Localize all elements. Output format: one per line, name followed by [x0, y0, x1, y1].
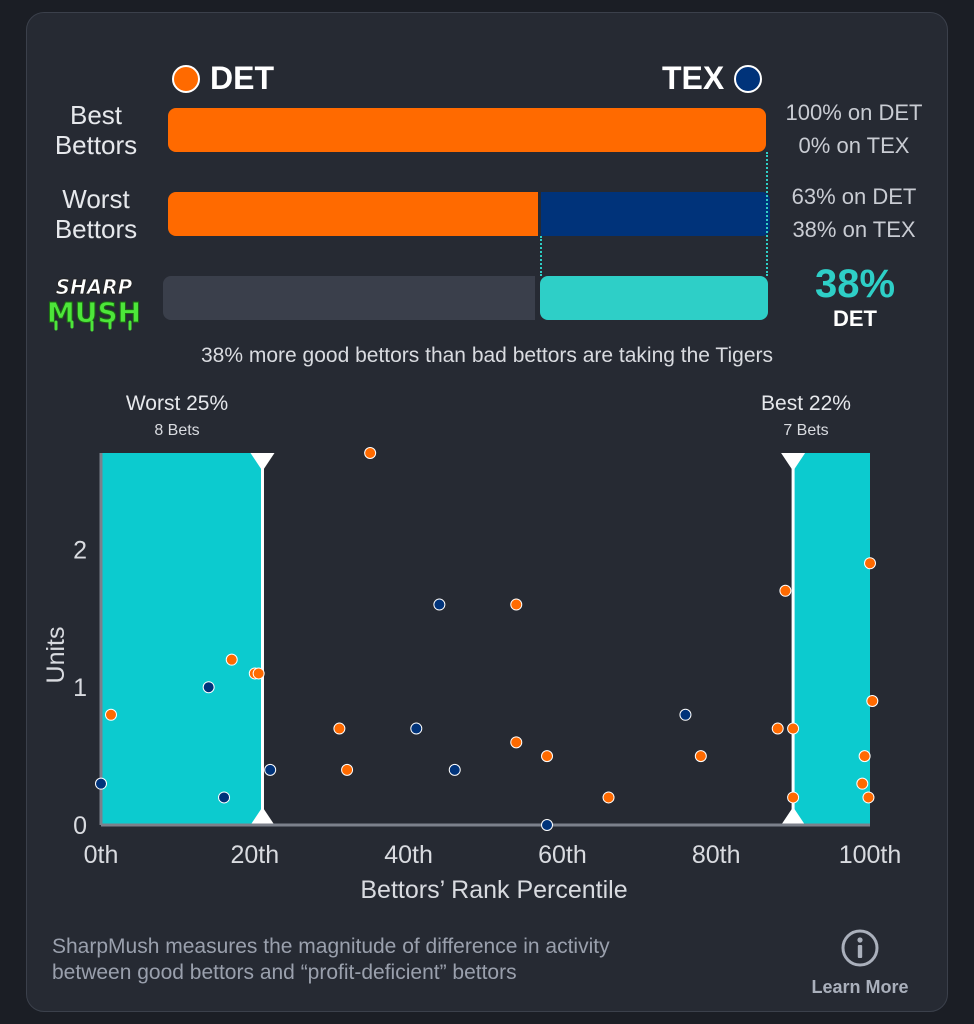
worst-group-title: Worst 25% — [125, 392, 229, 415]
best-split-text: 100% on DET 0% on TEX — [770, 96, 938, 162]
x-axis-label: Bettors’ Rank Percentile — [360, 876, 627, 904]
worst-label-line1: Worst — [62, 184, 130, 214]
tex-dot-icon — [734, 64, 763, 93]
point-det — [866, 695, 879, 707]
point-tex — [448, 763, 461, 776]
best-boundary-bottom-marker — [781, 807, 806, 825]
point-det — [858, 750, 871, 763]
point-tex — [679, 708, 692, 721]
point-det — [694, 750, 707, 763]
best-bettors-label: Best Bettors — [40, 100, 152, 160]
x-tick-label: 80th — [692, 841, 741, 869]
point-det — [510, 598, 523, 611]
team-det-header: DET — [172, 60, 274, 97]
worst-label-line2: Bettors — [54, 214, 138, 244]
learn-more-button[interactable]: Learn More — [800, 928, 920, 998]
x-tick-label: 0th — [84, 841, 119, 869]
y-tick-label: 2 — [73, 536, 87, 564]
x-tick-label: 100th — [839, 841, 902, 869]
point-det — [225, 653, 238, 666]
det-dot-icon — [172, 64, 200, 93]
x-tick-label: 40th — [384, 841, 433, 869]
sharpmush-bar — [540, 276, 768, 320]
point-det — [602, 791, 615, 804]
y-tick-label: 1 — [73, 674, 87, 702]
point-tex — [202, 681, 215, 694]
point-det — [787, 791, 800, 804]
worst-group-bets: 8 Bets — [154, 422, 200, 439]
team-tex-header: TEX — [662, 60, 763, 97]
point-tex — [95, 777, 107, 790]
point-tex — [218, 791, 231, 804]
point-det — [864, 557, 876, 570]
point-det — [252, 667, 265, 680]
best-boundary-top-marker — [781, 453, 806, 471]
info-icon[interactable] — [840, 928, 880, 968]
point-tex — [433, 598, 446, 611]
best-label-line2: Bettors — [54, 130, 138, 160]
point-det — [771, 722, 784, 735]
team-det-label: DET — [210, 60, 274, 96]
point-tex — [410, 722, 423, 735]
best-group-bets: 7 Bets — [783, 422, 829, 439]
svg-text:MUSH: MUSH — [47, 296, 141, 329]
point-tex — [541, 819, 554, 831]
point-tex — [264, 763, 277, 776]
worst-boundary-top-marker — [250, 453, 275, 471]
point-det — [104, 708, 117, 721]
x-tick-label: 60th — [538, 841, 587, 869]
worst-tex-bar — [541, 192, 770, 236]
sharpmush-value: 38% — [814, 262, 896, 306]
worst-zone — [101, 453, 263, 825]
point-det — [341, 763, 354, 776]
footer-description: SharpMush measures the magnitude of diff… — [52, 934, 772, 986]
point-det — [541, 750, 554, 763]
worst-tex-pct: 38% on TEX — [792, 217, 916, 242]
team-tex-label: TEX — [662, 60, 725, 96]
point-det — [364, 447, 377, 459]
best-tex-pct: 0% on TEX — [798, 133, 910, 158]
point-det — [779, 584, 792, 597]
right-connector-line — [766, 152, 768, 276]
y-axis-label: Units — [42, 627, 70, 684]
svg-text:SHARP: SHARP — [56, 275, 133, 299]
point-det — [862, 791, 875, 804]
footer-line2: between good bettors and “profit-deficie… — [52, 961, 517, 984]
summary-text: 38% more good bettors than bad bettors a… — [200, 344, 773, 367]
y-tick-label: 0 — [73, 812, 87, 840]
best-det-bar — [168, 108, 766, 152]
worst-det-pct: 63% on DET — [791, 184, 917, 209]
footer-line1: SharpMush measures the magnitude of diff… — [52, 935, 610, 958]
sharpmush-track — [163, 276, 535, 320]
worst-det-bar — [168, 192, 538, 236]
mid-connector-line — [540, 236, 542, 276]
point-det — [787, 722, 800, 735]
best-group-title: Best 22% — [761, 392, 851, 415]
best-det-pct: 100% on DET — [785, 100, 923, 125]
sharpmush-team: DET — [833, 306, 877, 331]
point-det — [333, 722, 346, 735]
worst-bettors-label: Worst Bettors — [40, 184, 152, 244]
point-det — [510, 736, 523, 749]
worst-split-text: 63% on DET 38% on TEX — [770, 180, 938, 246]
best-zone — [793, 453, 870, 825]
best-label-line1: Best — [69, 100, 123, 130]
learn-more-label[interactable]: Learn More — [811, 977, 909, 997]
x-tick-label: 20th — [230, 841, 279, 869]
sharpmush-logo: SHARP MUSH — [46, 275, 142, 332]
worst-boundary-bottom-marker — [250, 807, 275, 825]
point-det — [856, 777, 869, 790]
